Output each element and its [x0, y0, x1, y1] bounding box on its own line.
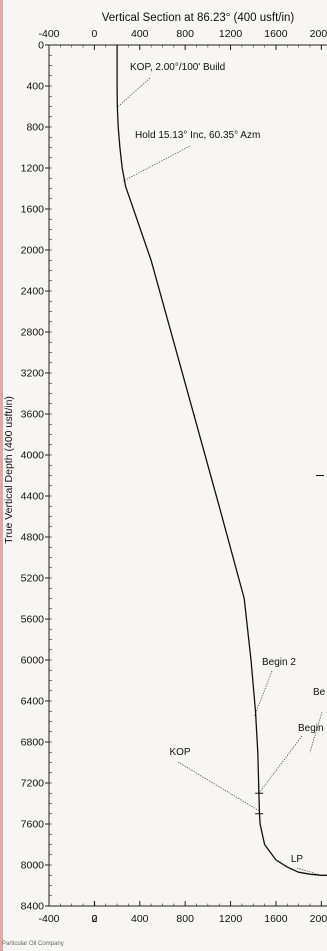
- well-path-line-0: [116, 45, 327, 876]
- x-bottom-tick-label-0: -400: [38, 913, 59, 925]
- y-tick-label-7: 2800: [21, 327, 45, 339]
- y-tick-label-8: 3200: [21, 368, 45, 380]
- annotation-leader-3: [309, 711, 323, 753]
- y-tick-label-9: 3600: [21, 409, 45, 421]
- y-tick-label-21: 8400: [21, 901, 45, 913]
- survey-markers: [255, 475, 324, 815]
- y-tick-label-20: 8000: [21, 860, 45, 872]
- annotation-label-3: Be: [313, 687, 326, 698]
- x-bottom-tick-label-4: 1200: [219, 913, 243, 925]
- x-bottom-tick-label-6: 2000: [310, 913, 327, 925]
- annotation-leaders: [117, 77, 323, 876]
- y-tick-label-6: 2400: [21, 286, 45, 298]
- x-bottom-tick-label-2: 400: [131, 913, 149, 925]
- x-bottom-tick-label-7: 2: [92, 913, 98, 925]
- chart-title: Vertical Section at 86.23° (400 usft/in): [102, 12, 295, 24]
- y-tick-label-10: 4000: [21, 450, 45, 462]
- tick-labels: -4000400800120016002000-4000400800120016…: [21, 28, 327, 925]
- x-top-tick-label-4: 1200: [219, 28, 243, 40]
- footer-text: Particular Oil Company: [2, 941, 64, 947]
- annotation-label-5: KOP: [169, 747, 190, 758]
- annotation-leader-6: [296, 867, 322, 876]
- annotation-label-6: LP: [291, 854, 304, 865]
- y-tick-label-13: 5200: [21, 573, 45, 585]
- annotation-leader-4: [258, 735, 303, 794]
- annotation-leader-1: [122, 145, 191, 182]
- y-tick-label-17: 6800: [21, 737, 45, 749]
- annotation-label-1: Hold 15.13° Inc, 60.35° Azm: [135, 130, 260, 141]
- x-bottom-tick-label-1: 0: [91, 913, 97, 925]
- annotation-leader-0: [117, 77, 151, 107]
- y-tick-label-11: 4400: [21, 491, 45, 503]
- page-edge-stripe: [0, 0, 3, 951]
- y-tick-label-18: 7200: [21, 778, 45, 790]
- annotation-leader-5: [177, 761, 260, 811]
- x-bottom-tick-label-3: 800: [176, 913, 194, 925]
- y-tick-label-19: 7600: [21, 819, 45, 831]
- series-group: [116, 45, 327, 876]
- x-top-tick-label-3: 800: [176, 28, 194, 40]
- x-top-tick-label-2: 400: [131, 28, 149, 40]
- x-top-tick-label-6: 2000: [310, 28, 327, 40]
- y-tick-label-5: 2000: [21, 245, 45, 257]
- y-tick-label-0: 0: [38, 40, 44, 52]
- y-tick-label-2: 800: [26, 122, 44, 134]
- y-tick-label-14: 5600: [21, 614, 45, 626]
- y-tick-label-12: 4800: [21, 532, 45, 544]
- annotation-label-2: Begin 2: [262, 657, 296, 668]
- annotation-labels: KOP, 2.00°/100' Build Hold 15.13° Inc, 60…: [130, 62, 326, 865]
- y-axis-label: True Vertical Depth (400 usft/in): [3, 396, 15, 544]
- x-top-tick-label-0: -400: [38, 28, 59, 40]
- y-tick-label-1: 400: [26, 81, 44, 93]
- y-tick-label-16: 6400: [21, 696, 45, 708]
- annotation-label-4: Begin: [298, 723, 324, 734]
- annotation-label-0: KOP, 2.00°/100' Build: [130, 62, 225, 73]
- annotation-leader-2: [254, 670, 273, 717]
- y-tick-label-3: 1200: [21, 163, 45, 175]
- x-bottom-tick-label-5: 1600: [264, 913, 288, 925]
- tick-marks: [45, 44, 322, 907]
- y-tick-label-4: 1600: [21, 204, 45, 216]
- y-tick-label-15: 6000: [21, 655, 45, 667]
- axes: [48, 44, 327, 907]
- x-top-tick-label-5: 1600: [264, 28, 288, 40]
- x-top-tick-label-1: 0: [91, 28, 97, 40]
